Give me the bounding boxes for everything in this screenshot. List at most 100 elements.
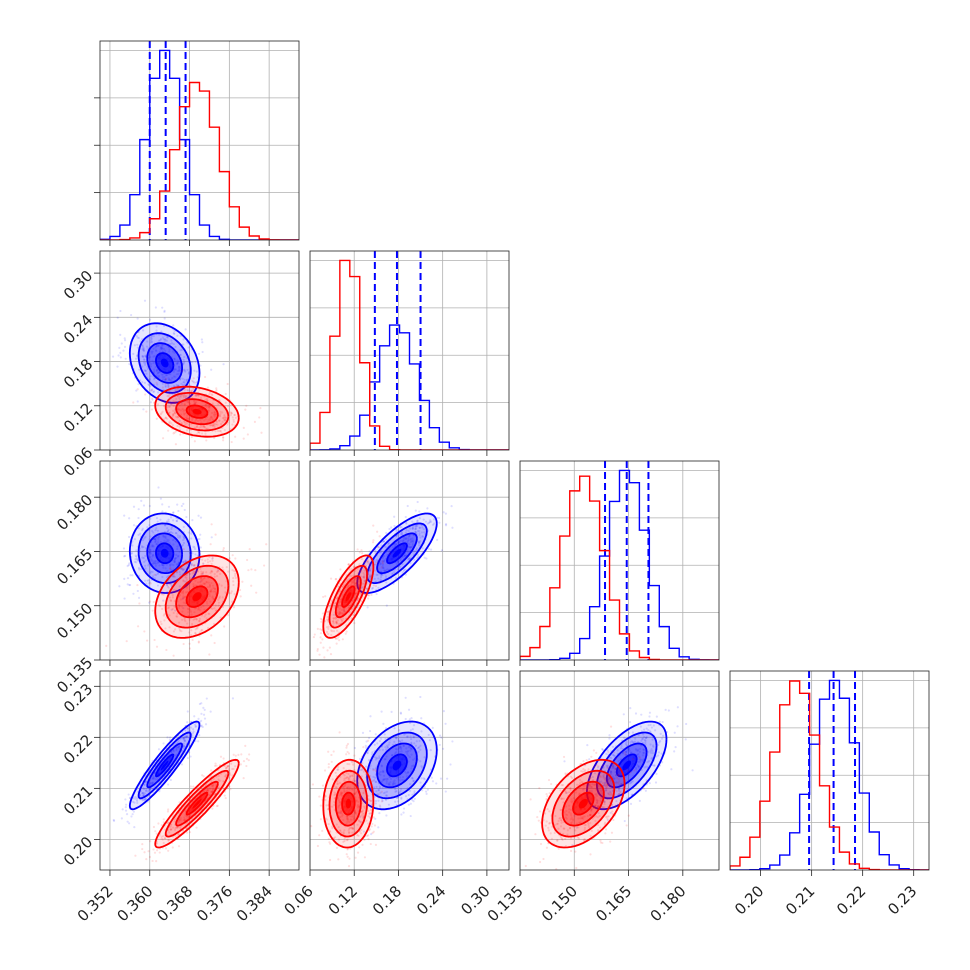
sample-point	[149, 840, 152, 843]
sample-point	[176, 362, 179, 365]
sample-point	[214, 591, 218, 594]
sample-point	[383, 569, 386, 572]
sample-point	[173, 431, 176, 434]
sample-point	[182, 538, 185, 542]
sample-point	[198, 426, 201, 429]
sample-point	[159, 338, 163, 341]
sample-point	[169, 583, 172, 586]
sample-point	[185, 578, 188, 581]
sample-point	[174, 540, 177, 543]
sample-point	[237, 753, 240, 757]
sample-point	[182, 525, 185, 529]
sample-point	[192, 582, 195, 586]
sample-point	[215, 420, 218, 423]
sample-point	[142, 347, 145, 350]
sample-point	[181, 369, 184, 373]
sample-point	[137, 508, 140, 511]
sample-point	[407, 545, 410, 548]
sample-point	[152, 600, 155, 604]
sample-point	[157, 344, 160, 347]
sample-point	[405, 521, 408, 524]
sample-point	[204, 613, 207, 616]
sample-point	[173, 605, 176, 608]
sample-point	[382, 540, 385, 543]
sample-point	[168, 350, 171, 353]
sample-point	[196, 430, 199, 434]
sample-point	[155, 345, 158, 348]
sample-point	[178, 627, 181, 630]
sample-point	[367, 597, 370, 600]
sample-point	[175, 571, 178, 574]
sample-point	[162, 564, 165, 567]
sample-point	[203, 426, 206, 429]
sample-point	[200, 724, 203, 727]
sample-point	[168, 411, 171, 414]
sample-point	[205, 580, 208, 584]
sample-point	[369, 574, 372, 577]
sample-point	[402, 569, 405, 572]
sample-point	[143, 560, 146, 564]
sample-point	[184, 580, 187, 583]
sample-point	[186, 400, 189, 403]
sample-point	[254, 569, 257, 572]
sample-point	[396, 541, 400, 544]
contour-layer	[111, 299, 263, 446]
sample-point	[139, 532, 142, 535]
sample-point	[177, 509, 180, 513]
sample-point	[232, 420, 235, 423]
sample-point	[182, 560, 185, 563]
sample-point	[162, 742, 165, 745]
sample-point	[160, 622, 163, 626]
sample-point	[210, 562, 213, 565]
sample-point	[161, 399, 164, 402]
sample-point	[178, 629, 182, 632]
sample-point	[360, 549, 363, 552]
sample-point	[203, 419, 206, 422]
sample-point	[200, 579, 204, 582]
sample-point	[149, 365, 153, 368]
sample-point	[183, 368, 186, 371]
sample-point	[396, 561, 400, 564]
sample-point	[332, 613, 335, 616]
sample-point	[134, 554, 137, 557]
sample-point	[214, 423, 217, 426]
sample-point	[193, 420, 196, 423]
sample-point	[388, 549, 391, 553]
sample-point	[247, 759, 250, 762]
sample-point	[360, 586, 363, 589]
sample-point	[361, 731, 365, 734]
sample-point	[148, 360, 151, 364]
sample-point	[149, 535, 152, 538]
contour-line	[146, 532, 183, 574]
sample-point	[397, 540, 400, 543]
sample-point	[184, 370, 187, 373]
sample-point	[179, 433, 182, 436]
sample-point	[381, 561, 384, 565]
sample-point	[130, 313, 133, 317]
x-tick-label: 0.376	[193, 882, 236, 925]
sample-point	[430, 520, 433, 523]
sample-point	[196, 608, 199, 611]
sample-point	[148, 601, 151, 604]
sample-point	[408, 543, 411, 546]
sample-point	[119, 333, 122, 336]
sample-point	[153, 573, 156, 576]
sample-point	[232, 753, 235, 756]
sample-point	[130, 815, 133, 818]
sample-point	[207, 418, 210, 421]
sample-point	[195, 626, 198, 629]
sample-point	[224, 797, 227, 800]
sample-point	[191, 518, 194, 522]
sample-point	[419, 695, 422, 699]
sample-point	[164, 339, 167, 342]
sample-point	[141, 546, 144, 549]
sample-point	[224, 416, 227, 419]
sample-point	[160, 373, 163, 376]
sample-point	[199, 609, 202, 612]
sample-point	[213, 572, 216, 576]
sample-point	[409, 540, 412, 544]
sample-point	[202, 562, 205, 566]
sample-point	[124, 798, 127, 801]
sample-point	[327, 627, 330, 630]
sample-point	[240, 753, 243, 756]
